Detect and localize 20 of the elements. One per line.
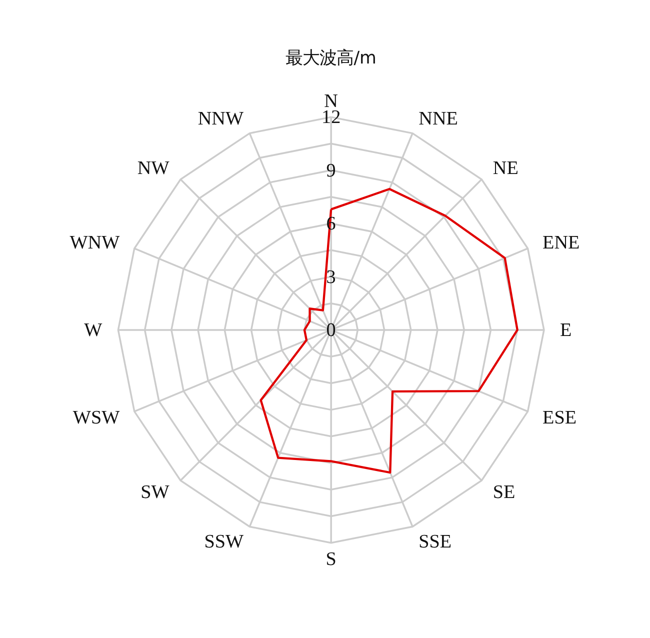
y-tick-label: 9	[326, 160, 336, 182]
spoke-label: NE	[492, 158, 518, 180]
y-tick-label: 0	[326, 320, 336, 342]
spoke-label: NW	[137, 158, 170, 180]
spoke-label: SSW	[204, 531, 244, 552]
spoke-label: S	[326, 548, 336, 570]
spoke-label: ENE	[542, 232, 580, 254]
spoke-label: E	[560, 320, 572, 342]
spoke-label: SSE	[418, 531, 452, 552]
spoke-label: ESE	[542, 408, 577, 429]
y-tick-label: 3	[326, 266, 336, 288]
y-tick-label: 12	[322, 107, 341, 128]
spoke-label: NNW	[198, 108, 244, 130]
spoke-label: SE	[492, 482, 516, 503]
spoke-label: WNW	[70, 232, 120, 254]
spoke-label: NNE	[418, 108, 458, 130]
spoke-label: SW	[140, 482, 170, 503]
spoke-label: WSW	[72, 408, 120, 429]
spoke-label: W	[84, 320, 102, 342]
chart-title: 最大波高/m	[286, 48, 376, 69]
